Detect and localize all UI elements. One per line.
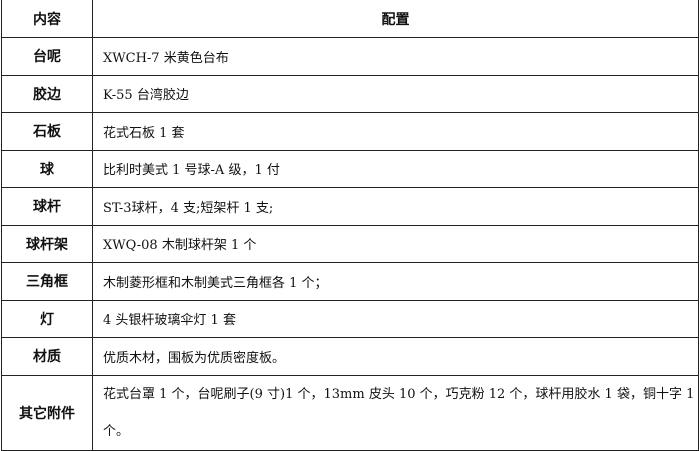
row-label: 胶边: [1, 74, 93, 113]
table-row: 材质 优质木材，围板为优质密度板。: [1, 337, 699, 376]
row-label: 球: [1, 149, 93, 188]
table-row: 台呢 XWCH-7 米黄色台布: [1, 37, 699, 76]
header-config: 配置: [92, 0, 699, 38]
table-row: 三角框 木制菱形框和木制美式三角框各 1 个；: [1, 262, 699, 301]
row-value: K-55 台湾胶边: [92, 74, 699, 113]
table-row: 石板 花式石板 1 套: [1, 112, 699, 151]
row-label: 石板: [1, 112, 93, 151]
row-value: 花式台罩 1 个，台呢刷子(9 寸)1 个，13mm 皮头 10 个，巧克粉 1…: [92, 374, 699, 451]
row-label: 材质: [1, 337, 93, 376]
table-row: 胶边 K-55 台湾胶边: [1, 74, 699, 113]
row-value: 木制菱形框和木制美式三角框各 1 个；: [92, 262, 699, 301]
row-label: 球杆: [1, 187, 93, 226]
row-value: 比利时美式 1 号球-A 级，1 付: [92, 149, 699, 188]
row-value: 4 头银杆玻璃伞灯 1 套: [92, 299, 699, 338]
table-row: 球杆架 XWQ-08 木制球杆架 1 个: [1, 224, 699, 263]
row-value: XWQ-08 木制球杆架 1 个: [92, 224, 699, 263]
table-row: 其它附件 花式台罩 1 个，台呢刷子(9 寸)1 个，13mm 皮头 10 个，巧…: [1, 374, 699, 451]
row-label: 台呢: [1, 37, 93, 76]
table-row: 球杆 ST-3球杆，4 支;短架杆 1 支;: [1, 187, 699, 226]
row-value: 优质木材，围板为优质密度板。: [92, 337, 699, 376]
row-value: 花式石板 1 套: [92, 112, 699, 151]
row-value: ST-3球杆，4 支;短架杆 1 支;: [92, 187, 699, 226]
row-label: 其它附件: [1, 374, 93, 451]
row-label: 三角框: [1, 262, 93, 301]
header-content: 内容: [1, 0, 93, 38]
row-label: 球杆架: [1, 224, 93, 263]
table-row: 球比利时美式 1 号球-A 级，1 付: [1, 149, 699, 188]
row-label: 灯: [1, 299, 93, 338]
header-row: 内容 配置: [1, 0, 699, 38]
row-value: XWCH-7 米黄色台布: [92, 37, 699, 76]
